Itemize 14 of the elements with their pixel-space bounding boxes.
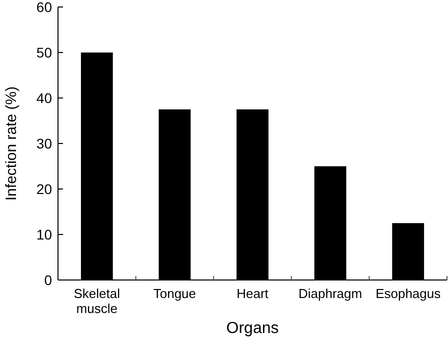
y-tick-label: 0 bbox=[44, 272, 52, 288]
x-tick-label: Esophagus bbox=[376, 286, 442, 301]
y-axis-title: Infection rate (%) bbox=[3, 86, 20, 201]
y-tick-label: 40 bbox=[36, 90, 52, 106]
x-tick-label: Heart bbox=[236, 286, 269, 301]
x-tick-label: Tongue bbox=[153, 286, 196, 301]
y-tick-label: 60 bbox=[36, 0, 52, 15]
y-tick-label: 30 bbox=[36, 135, 52, 152]
y-tick-label: 50 bbox=[36, 44, 52, 60]
x-tick-label: Diaphragm bbox=[298, 286, 362, 301]
y-tick-label: 10 bbox=[36, 226, 52, 242]
x-axis-title: Organs bbox=[226, 320, 279, 337]
x-tick-label: Skeletal muscle bbox=[74, 286, 120, 316]
y-tick-label: 20 bbox=[36, 180, 52, 197]
